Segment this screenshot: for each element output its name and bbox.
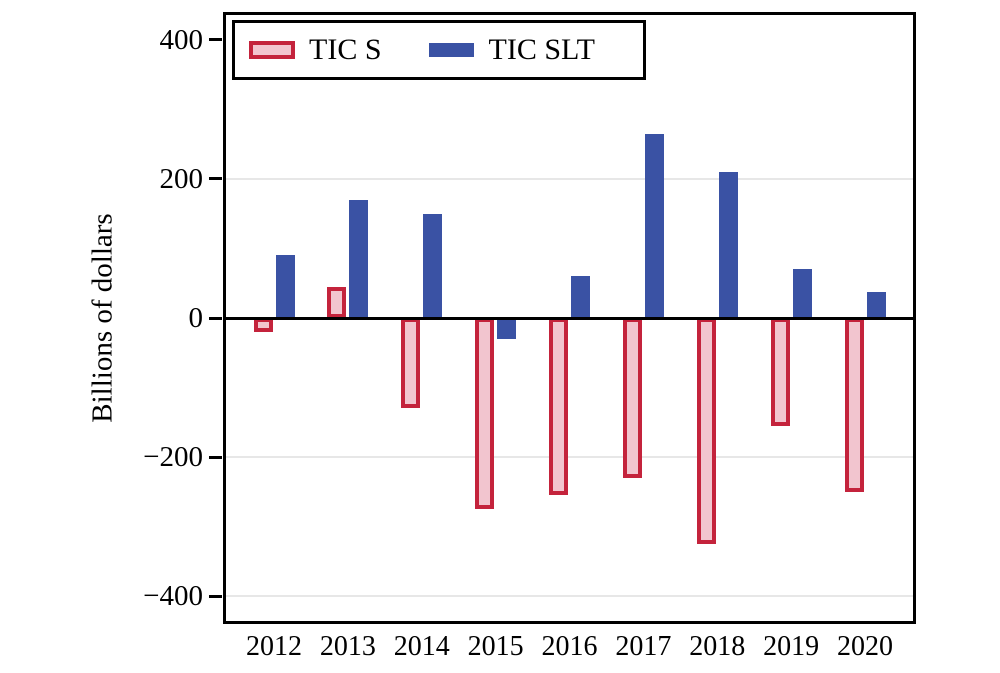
bar-tic-s-2018 <box>696 318 716 545</box>
legend-label-tic-s: TIC S <box>309 33 382 66</box>
legend-swatch-tic-s <box>249 41 295 59</box>
bar-tic-slt-2016 <box>571 276 590 318</box>
y-tick-label-0: 0 <box>188 302 204 334</box>
bar-tic-slt-2020 <box>866 291 886 318</box>
bar-tic-s-2020 <box>844 318 864 492</box>
y-tick--200 <box>209 455 222 459</box>
bar-tic-s-2017 <box>622 318 642 478</box>
y-tick-label--400: −400 <box>143 580 203 613</box>
bar-tic-slt-2019 <box>792 269 812 318</box>
x-tick-label-2018: 2018 <box>689 631 746 662</box>
bar-tic-s-2013 <box>327 286 347 318</box>
bar-tic-s-2012 <box>253 318 273 332</box>
bar-tic-slt-2015 <box>497 318 517 339</box>
y-tick-200 <box>209 177 222 181</box>
bar-tic-slt-2012 <box>275 255 295 318</box>
legend: TIC S TIC SLT <box>232 20 646 80</box>
bar-tic-s-2015 <box>475 318 495 510</box>
x-tick-label-2013: 2013 <box>319 631 376 662</box>
x-tick-label-2020: 2020 <box>837 631 893 662</box>
y-tick--400 <box>209 594 222 598</box>
y-tick-label-400: 400 <box>159 23 204 56</box>
bar-tic-s-2016 <box>549 318 568 496</box>
bar-tic-slt-2018 <box>718 171 738 318</box>
gridline-200 <box>223 177 916 180</box>
x-tick-label-2015: 2015 <box>467 631 524 662</box>
bar-tic-slt-2014 <box>423 213 443 318</box>
plot-area: TIC S TIC SLT <box>223 12 916 624</box>
x-tick-label-2014: 2014 <box>393 631 450 662</box>
bar-tic-slt-2017 <box>644 133 664 318</box>
zero-line <box>223 316 916 320</box>
x-tick-label-2016: 2016 <box>541 631 598 662</box>
bar-tic-slt-2013 <box>349 199 369 318</box>
x-tick-label-2019: 2019 <box>763 631 820 662</box>
x-tick-label-2012: 2012 <box>246 631 302 662</box>
bar-tic-s-2019 <box>770 318 790 426</box>
y-tick-400 <box>209 38 222 42</box>
gridline--200 <box>223 456 916 459</box>
y-tick-0 <box>209 316 222 320</box>
x-tick-label-2017: 2017 <box>615 631 672 662</box>
y-tick-label--200: −200 <box>143 441 203 474</box>
bar-tic-s-2014 <box>401 318 421 409</box>
gridline--400 <box>223 595 916 598</box>
y-tick-label-200: 200 <box>159 162 204 195</box>
legend-swatch-tic-slt <box>428 43 474 57</box>
legend-label-tic-slt: TIC SLT <box>488 33 595 66</box>
